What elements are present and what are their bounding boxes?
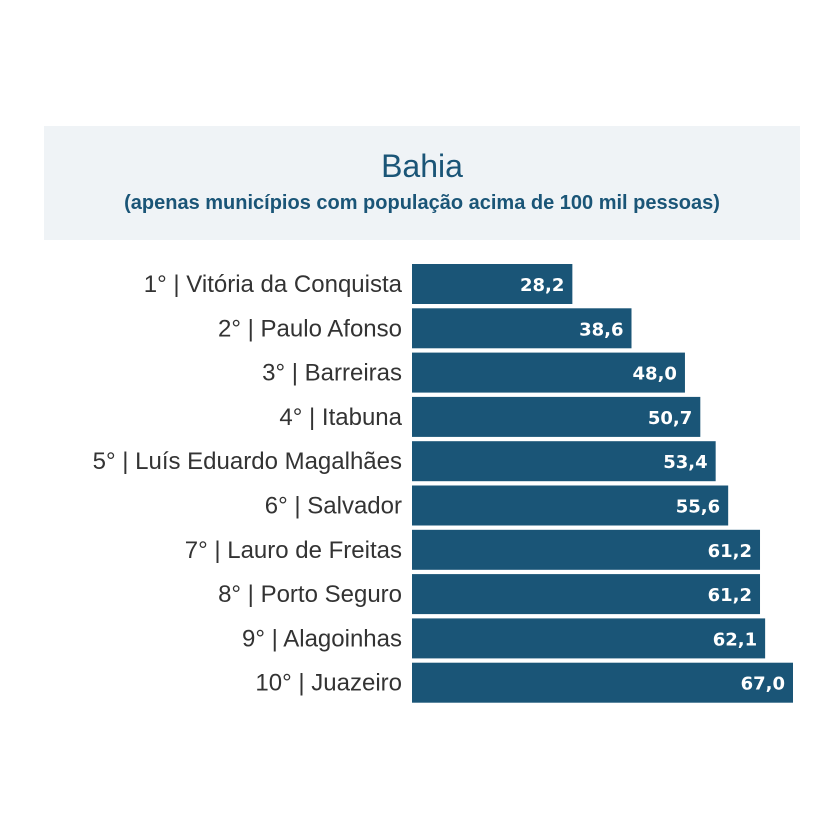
category-label: 5° | Luís Eduardo Magalhães [93, 448, 402, 475]
bar-1 [412, 264, 573, 304]
value-label: 50,7 [648, 408, 692, 429]
value-label: 53,4 [663, 452, 707, 473]
category-label: 4° | Itabuna [279, 404, 402, 431]
bar-7 [412, 529, 761, 570]
value-label: 55,6 [676, 497, 720, 518]
chart-header: Bahia (apenas municípios com população a… [44, 126, 800, 240]
value-label: 62,1 [713, 629, 757, 650]
category-label: 10° | Juazeiro [255, 670, 402, 697]
category-label: 8° | Porto Seguro [218, 581, 402, 608]
category-label: 9° | Alagoinhas [242, 625, 402, 652]
category-label: 7° | Lauro de Freitas [185, 537, 402, 564]
value-label: 28,2 [520, 275, 564, 296]
value-label: 38,6 [579, 319, 623, 340]
value-label: 67,0 [741, 674, 785, 695]
chart-title: Bahia [381, 148, 463, 184]
value-label: 48,0 [633, 364, 677, 385]
bar-4 [412, 396, 701, 437]
category-label: 6° | Salvador [265, 493, 402, 520]
bar-10 [412, 662, 793, 703]
chart-subtitle: (apenas municípios com população acima d… [124, 192, 720, 214]
category-label: 2° | Paulo Afonso [218, 315, 402, 342]
bar-2 [412, 308, 632, 349]
bar-9 [412, 618, 766, 659]
bar-5 [412, 441, 716, 482]
bar-8 [412, 574, 761, 615]
value-label: 61,2 [708, 585, 752, 606]
value-label: 61,2 [708, 541, 752, 562]
category-label: 1° | Vitória da Conquista [144, 271, 403, 298]
category-label: 3° | Barreiras [262, 360, 402, 387]
bar-6 [412, 485, 729, 526]
bar-3 [412, 352, 685, 393]
